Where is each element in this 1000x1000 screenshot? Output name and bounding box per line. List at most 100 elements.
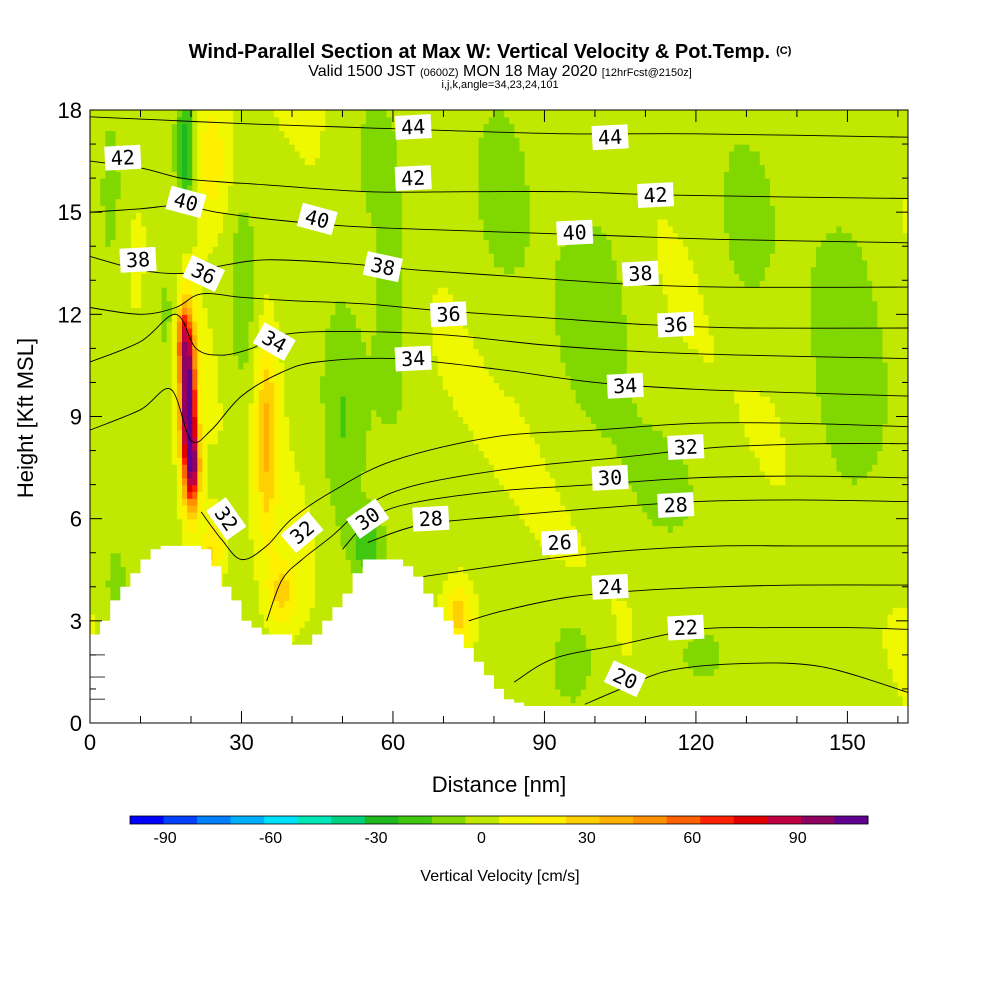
velocity-cell xyxy=(647,627,653,636)
velocity-cell xyxy=(734,627,740,636)
velocity-cell xyxy=(447,607,454,615)
velocity-cell xyxy=(376,525,383,533)
velocity-cell xyxy=(775,559,781,567)
velocity-cell xyxy=(294,600,301,608)
velocity-cell xyxy=(253,579,260,588)
velocity-cell xyxy=(831,593,838,601)
velocity-cell xyxy=(764,634,771,642)
velocity-cell xyxy=(867,627,873,636)
velocity-cell xyxy=(652,600,659,608)
velocity-cell xyxy=(325,559,331,567)
velocity-cell xyxy=(877,661,884,670)
velocity-cell xyxy=(580,675,587,683)
velocity-cell xyxy=(626,661,633,670)
velocity-cell xyxy=(125,566,132,574)
velocity-cell xyxy=(872,654,878,663)
velocity-cell xyxy=(376,552,383,561)
velocity-cell xyxy=(867,614,873,622)
velocity-cell xyxy=(688,641,694,649)
velocity-cell xyxy=(585,661,592,670)
velocity-cell xyxy=(882,573,889,581)
velocity-cell xyxy=(314,539,321,547)
velocity-cell xyxy=(115,573,122,581)
velocity-cell xyxy=(585,545,592,554)
velocity-cell xyxy=(452,559,459,567)
velocity-cell xyxy=(483,559,490,567)
velocity-cell xyxy=(427,539,434,547)
velocity-cell xyxy=(780,641,786,649)
velocity-cell xyxy=(611,525,618,533)
velocity-cell xyxy=(345,573,352,581)
velocity-cell xyxy=(432,593,439,601)
velocity-cell xyxy=(90,627,96,636)
velocity-cell xyxy=(565,654,572,663)
velocity-cell xyxy=(708,552,715,561)
velocity-cell xyxy=(550,511,556,520)
velocity-cell xyxy=(478,525,485,533)
velocity-cell xyxy=(289,579,296,588)
velocity-cell xyxy=(826,579,832,588)
velocity-cell xyxy=(897,675,904,683)
velocity-cell xyxy=(729,532,735,540)
velocity-cell xyxy=(596,525,602,533)
velocity-cell xyxy=(519,661,526,670)
velocity-cell xyxy=(821,545,827,554)
velocity-cell xyxy=(120,505,127,513)
velocity-cell xyxy=(401,545,408,554)
velocity-cell xyxy=(519,634,526,642)
velocity-cell xyxy=(647,668,653,676)
velocity-cell xyxy=(422,539,429,547)
velocity-cell xyxy=(125,511,132,520)
velocity-cell xyxy=(631,620,638,629)
velocity-cell xyxy=(764,661,771,670)
velocity-cell xyxy=(831,620,838,629)
velocity-cell xyxy=(677,573,684,581)
velocity-cell xyxy=(345,566,352,574)
velocity-cell xyxy=(677,552,684,561)
velocity-cell xyxy=(621,518,628,527)
velocity-cell xyxy=(637,532,643,540)
velocity-cell xyxy=(580,573,587,581)
velocity-cell xyxy=(729,579,735,588)
velocity-cell xyxy=(483,607,490,615)
velocity-cell xyxy=(775,682,781,690)
velocity-cell xyxy=(805,620,812,629)
velocity-cell xyxy=(882,682,889,690)
velocity-cell xyxy=(284,518,290,527)
velocity-cell xyxy=(539,627,546,636)
velocity-cell xyxy=(846,682,853,690)
velocity-cell xyxy=(734,552,740,561)
velocity-cell xyxy=(810,518,817,527)
velocity-cell xyxy=(775,573,781,581)
velocity-cell xyxy=(647,532,653,540)
velocity-cell xyxy=(580,525,587,533)
velocity-cell xyxy=(836,545,843,554)
velocity-cell xyxy=(263,620,270,629)
velocity-cell xyxy=(611,600,618,608)
velocity-cell xyxy=(749,641,756,649)
velocity-cell xyxy=(146,518,152,527)
velocity-cell xyxy=(718,518,725,527)
velocity-cell xyxy=(867,620,873,629)
velocity-cell xyxy=(800,586,807,595)
velocity-cell xyxy=(626,579,633,588)
velocity-cell xyxy=(795,634,802,642)
velocity-cell xyxy=(836,525,843,533)
velocity-cell xyxy=(764,668,771,676)
velocity-cell xyxy=(892,579,899,588)
velocity-cell xyxy=(754,532,761,540)
velocity-cell xyxy=(314,579,321,588)
velocity-cell xyxy=(693,552,699,561)
velocity-cell xyxy=(821,682,827,690)
velocity-cell xyxy=(846,593,853,601)
velocity-cell xyxy=(667,600,674,608)
velocity-cell xyxy=(483,573,490,581)
velocity-cell xyxy=(877,634,884,642)
velocity-cell xyxy=(120,545,127,554)
velocity-cell xyxy=(509,641,515,649)
velocity-cell xyxy=(785,545,792,554)
velocity-cell xyxy=(504,566,510,574)
velocity-cell xyxy=(468,586,475,595)
velocity-cell xyxy=(795,607,802,615)
velocity-cell xyxy=(182,539,188,547)
